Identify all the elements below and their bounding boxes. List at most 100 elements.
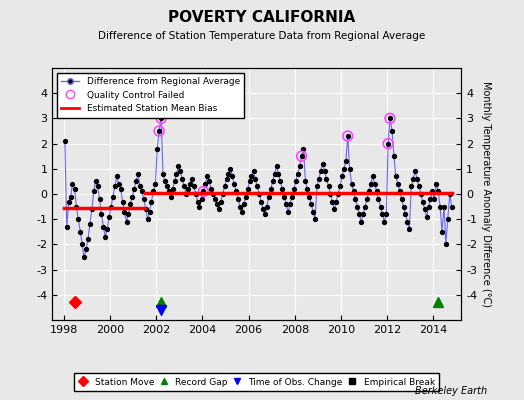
- Point: [128, 193, 136, 200]
- Point: [232, 188, 241, 195]
- Point: [108, 193, 117, 200]
- Point: [61, 138, 69, 144]
- Point: [167, 193, 175, 200]
- Point: [113, 173, 121, 180]
- Point: [103, 226, 111, 232]
- Point: [151, 181, 160, 187]
- Point: [288, 193, 296, 200]
- Point: [411, 168, 419, 174]
- Point: [413, 176, 421, 182]
- Point: [116, 186, 125, 192]
- Point: [290, 186, 298, 192]
- Point: [311, 216, 319, 222]
- Point: [169, 186, 177, 192]
- Point: [195, 203, 204, 210]
- Point: [239, 201, 248, 207]
- Point: [291, 178, 300, 185]
- Point: [247, 173, 256, 180]
- Point: [209, 191, 217, 197]
- Point: [192, 191, 200, 197]
- Point: [149, 188, 158, 195]
- Point: [267, 186, 275, 192]
- Point: [251, 176, 259, 182]
- Point: [144, 216, 152, 222]
- Point: [344, 133, 352, 139]
- Point: [242, 193, 250, 200]
- Point: [299, 146, 308, 152]
- Point: [107, 203, 115, 210]
- Point: [147, 198, 156, 205]
- Point: [326, 191, 335, 197]
- Point: [390, 153, 398, 159]
- Point: [234, 196, 242, 202]
- Point: [430, 196, 439, 202]
- Point: [228, 173, 236, 180]
- Point: [407, 183, 416, 190]
- Point: [199, 188, 208, 195]
- Point: [386, 115, 394, 122]
- Point: [118, 198, 127, 205]
- Point: [419, 198, 427, 205]
- Point: [272, 163, 281, 170]
- Point: [447, 203, 456, 210]
- Point: [301, 178, 310, 185]
- Point: [224, 171, 233, 177]
- Point: [182, 191, 190, 197]
- Point: [305, 193, 313, 200]
- Point: [334, 191, 342, 197]
- Point: [319, 160, 327, 167]
- Point: [64, 198, 73, 205]
- Point: [440, 203, 448, 210]
- Point: [321, 168, 329, 174]
- Point: [350, 188, 358, 195]
- Point: [178, 176, 187, 182]
- Point: [357, 218, 365, 225]
- Point: [382, 211, 390, 217]
- Point: [159, 171, 167, 177]
- Point: [155, 128, 163, 134]
- Point: [172, 171, 181, 177]
- Point: [62, 224, 71, 230]
- Point: [282, 201, 290, 207]
- Point: [303, 186, 312, 192]
- Point: [374, 196, 383, 202]
- Point: [244, 186, 252, 192]
- Point: [140, 196, 148, 202]
- Point: [297, 153, 305, 159]
- Point: [296, 163, 304, 170]
- Point: [236, 203, 244, 210]
- Point: [101, 234, 110, 240]
- Point: [163, 183, 171, 190]
- Point: [199, 188, 208, 195]
- Point: [324, 183, 333, 190]
- Point: [132, 178, 140, 185]
- Point: [426, 196, 434, 202]
- Point: [74, 216, 82, 222]
- Point: [93, 183, 102, 190]
- Point: [67, 193, 75, 200]
- Point: [263, 203, 271, 210]
- Point: [99, 224, 107, 230]
- Point: [188, 176, 196, 182]
- Point: [184, 186, 192, 192]
- Point: [388, 128, 396, 134]
- Point: [222, 176, 231, 182]
- Point: [338, 173, 346, 180]
- Point: [203, 173, 212, 180]
- Point: [226, 166, 235, 172]
- Point: [274, 171, 282, 177]
- Point: [401, 211, 410, 217]
- Point: [307, 201, 315, 207]
- Point: [297, 153, 305, 159]
- Point: [219, 191, 227, 197]
- Point: [278, 186, 287, 192]
- Point: [68, 181, 77, 187]
- Text: POVERTY CALIFORNIA: POVERTY CALIFORNIA: [168, 10, 356, 26]
- Point: [344, 133, 352, 139]
- Point: [353, 203, 362, 210]
- Point: [124, 211, 133, 217]
- Point: [201, 181, 210, 187]
- Point: [90, 188, 98, 195]
- Point: [403, 218, 411, 225]
- Point: [255, 191, 264, 197]
